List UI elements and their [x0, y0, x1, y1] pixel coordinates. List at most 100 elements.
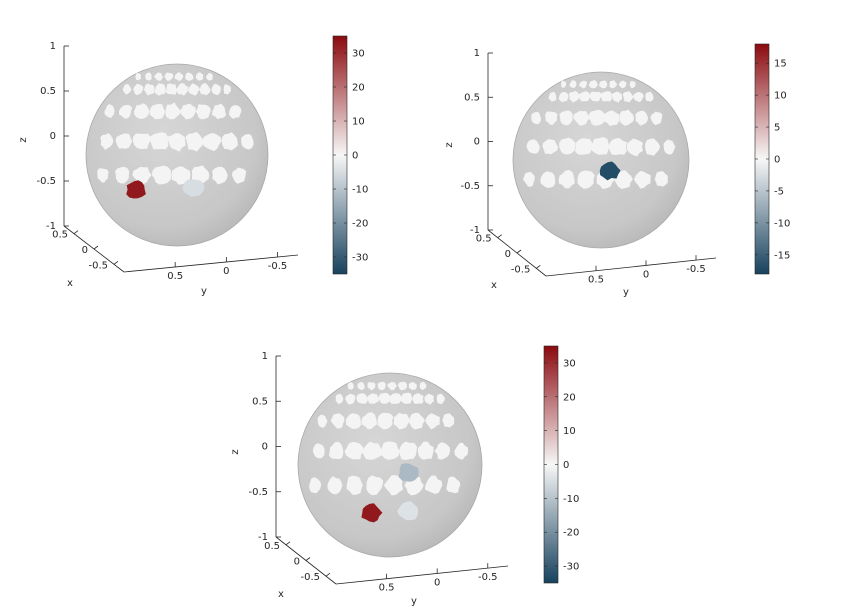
surface-patch [380, 441, 400, 460]
highlighted-patch [397, 501, 419, 521]
colorbar-tick-label: -10 [352, 185, 368, 196]
surface-patch [335, 394, 344, 405]
surface-patch [164, 72, 174, 81]
x-tick [93, 245, 99, 250]
surface-patch [199, 83, 211, 96]
surface-patch [645, 91, 654, 102]
panel-1: 10.50-0.5-1z0.50-0.5x0.5 0 -0.5y3020100-10… [18, 35, 368, 297]
surface-patch [312, 443, 325, 459]
surface-patch [425, 475, 443, 494]
surface-patch [344, 441, 365, 460]
surface-patch [378, 392, 391, 404]
x-tick [73, 230, 79, 234]
colorbar-tick-label: -30 [352, 253, 368, 264]
surface-patch [561, 80, 567, 88]
colorbar-tick-label: 5 [774, 123, 780, 134]
y-axis-line [545, 257, 717, 277]
surface-patch [212, 103, 226, 120]
surface-patch [100, 133, 114, 150]
surface-patch [165, 83, 177, 95]
surface-patch [442, 413, 455, 428]
x-tick-label: 0 [505, 249, 511, 260]
surface-patch [231, 167, 247, 184]
surface-patch [523, 171, 535, 187]
colorbar-tick-label: 30 [352, 49, 365, 60]
highlighted-patch [361, 503, 383, 523]
x-tick-label: 0.5 [476, 234, 492, 245]
surface-patch [221, 132, 238, 151]
y-axis-label: y [623, 287, 629, 298]
surface-patch [389, 393, 402, 404]
surface-patch [118, 104, 133, 119]
sphere-body [512, 71, 690, 249]
x-axis-label: x [278, 589, 284, 600]
sphere [297, 372, 483, 558]
x-axis-label: x [67, 278, 73, 289]
z-tick-label: 0.5 [40, 86, 56, 97]
surface-patch [185, 72, 194, 81]
z-tick-label: -0.5 [460, 181, 480, 192]
surface-patch [362, 441, 382, 460]
surface-patch [330, 413, 345, 429]
x-tick [325, 572, 331, 577]
x-tick-label: 0 [294, 557, 300, 568]
y-axis-line [335, 565, 509, 585]
surface-patch [367, 393, 380, 404]
z-tick-label: -1 [46, 221, 56, 232]
surface-patch [383, 475, 404, 496]
surface-patch [425, 413, 440, 430]
surface-patch [633, 92, 644, 103]
surface-patch [417, 441, 434, 460]
surface-patch [654, 171, 668, 187]
surface-patch [317, 414, 328, 428]
colorbar: 30 20 10 0 -10 -20 -30 [543, 345, 579, 584]
surface-patch [187, 83, 200, 96]
surface-patch [328, 441, 344, 460]
surface-patch [241, 134, 254, 150]
z-axis-label: z [444, 142, 455, 147]
surface-patch [104, 104, 115, 118]
colorbar-tick-label: 20 [563, 392, 576, 403]
z-tick-label: -1 [470, 225, 480, 236]
z-tick-label: 1 [474, 48, 480, 59]
y-tick-label: -0.5 [478, 572, 498, 583]
surface-patch [327, 476, 343, 495]
x-tick [305, 557, 311, 561]
surface-patch [434, 442, 450, 460]
colorbar-tick-label: -20 [563, 528, 579, 539]
surface-patch [424, 393, 434, 405]
y-tick-label: -0.5 [686, 264, 706, 275]
y-tick-label: 0.5 [379, 583, 395, 594]
surface-patch [446, 476, 461, 494]
y-tick-label: 0 [434, 577, 440, 588]
surface-patch [361, 412, 377, 430]
colorbar-tick-label: -15 [774, 250, 790, 261]
surface-patch [599, 80, 608, 89]
surface-patch [408, 412, 425, 430]
surface-patch [357, 382, 365, 390]
surface-patch [613, 170, 633, 189]
surface-patch [558, 92, 569, 103]
surface-patch [144, 83, 155, 96]
surface-patch [223, 84, 231, 95]
surface-patch [408, 382, 417, 391]
surface-patch [568, 90, 580, 103]
colorbar-tick-label: 10 [352, 117, 365, 128]
surface-patch [663, 139, 676, 155]
surface-patch [589, 80, 598, 89]
surface-patch [377, 412, 394, 430]
colorbar-tick-label: -20 [352, 219, 368, 230]
surface-patch [398, 441, 417, 460]
z-tick-label: 1 [262, 351, 268, 362]
surface-patch [134, 103, 150, 119]
highlighted-patch [398, 463, 419, 482]
surface-patch [150, 132, 169, 150]
z-tick-label: 0 [50, 131, 56, 142]
surface-patch [345, 413, 362, 429]
z-tick-label: -0.5 [36, 176, 56, 187]
surface-patch [611, 91, 623, 103]
surface-patch [154, 83, 166, 96]
